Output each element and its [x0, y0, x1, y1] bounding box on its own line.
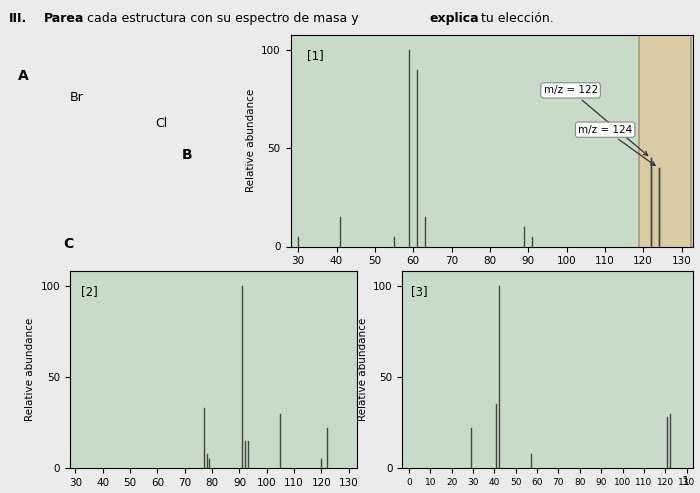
X-axis label: m/z: m/z [482, 272, 502, 282]
Bar [639, 31, 691, 256]
Text: m/z = 122: m/z = 122 [543, 85, 648, 155]
Text: B: B [182, 148, 192, 162]
Y-axis label: Relative abundance: Relative abundance [25, 318, 35, 422]
Text: 1: 1 [682, 475, 690, 488]
Y-axis label: Relative abundance: Relative abundance [246, 89, 256, 192]
Text: A: A [18, 69, 28, 83]
Text: [2]: [2] [81, 285, 98, 298]
Text: m/z = 124: m/z = 124 [578, 125, 655, 166]
Text: explica: explica [430, 12, 480, 25]
Y-axis label: Relative abundance: Relative abundance [358, 318, 368, 422]
Text: C: C [63, 237, 74, 250]
Text: Parea: Parea [43, 12, 84, 25]
Text: tu elección.: tu elección. [477, 12, 554, 25]
Text: cada estructura con su espectro de masa y: cada estructura con su espectro de masa … [83, 12, 362, 25]
Text: III.: III. [8, 12, 27, 25]
Text: Cl: Cl [155, 117, 168, 130]
Text: [3]: [3] [411, 285, 428, 298]
Text: [1]: [1] [307, 49, 323, 62]
Text: Br: Br [70, 91, 84, 104]
